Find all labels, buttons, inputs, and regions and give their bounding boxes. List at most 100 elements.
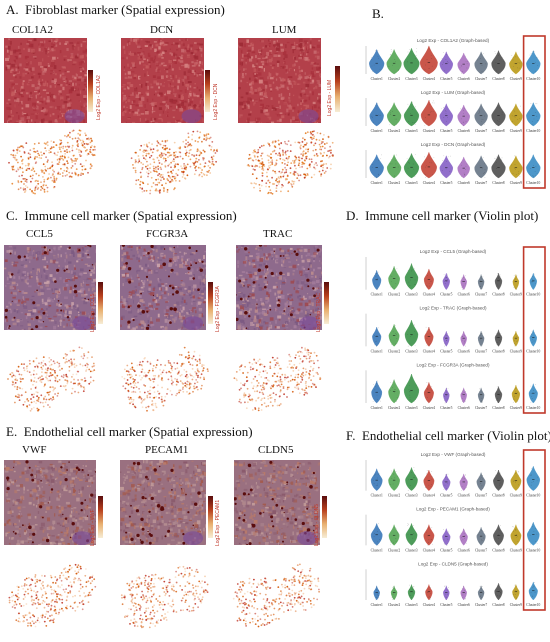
cluster-label: Cluster8 bbox=[492, 603, 504, 607]
violin-shape bbox=[474, 51, 488, 75]
violin-shape bbox=[491, 49, 506, 75]
cluster-label: Cluster5 bbox=[440, 494, 452, 498]
color-legend-bar bbox=[324, 282, 329, 324]
spatial-tissue-image bbox=[121, 38, 204, 123]
spatial-spot-map bbox=[232, 563, 320, 628]
violin-shape bbox=[442, 473, 451, 491]
violin-shape bbox=[512, 274, 520, 291]
violin-shape bbox=[369, 153, 384, 179]
marker-label: COL1A2 bbox=[12, 24, 53, 36]
cluster-label: Cluster2 bbox=[388, 129, 400, 133]
violin-shape bbox=[509, 51, 523, 75]
panel-c-letter: C. bbox=[6, 208, 18, 223]
cluster-label: Cluster9 bbox=[510, 603, 522, 607]
cluster-label: Cluster7 bbox=[475, 349, 487, 353]
cluster-label: Cluster5 bbox=[440, 77, 452, 81]
cluster-label: Cluster2 bbox=[388, 603, 400, 607]
cluster-label: Cluster1 bbox=[371, 181, 383, 185]
violin-shape bbox=[407, 584, 416, 601]
cluster-label: Cluster4 bbox=[423, 181, 435, 185]
violin-shape bbox=[403, 100, 420, 127]
cluster-label: Cluster3 bbox=[405, 548, 417, 552]
color-legend-bar bbox=[88, 70, 93, 112]
panel-b-letter: B. bbox=[372, 6, 384, 21]
violin-shape bbox=[403, 373, 420, 404]
spatial-spot-map bbox=[8, 563, 97, 628]
cluster-label: Cluster1 bbox=[371, 129, 383, 133]
legend-label: Log2 Exp - CCL5 bbox=[90, 293, 96, 332]
panel-e-title: E. Endothelial cell marker (Spatial expr… bbox=[6, 424, 253, 440]
legend-label: Log2 Exp - PECAM1 bbox=[215, 499, 221, 546]
violin-shape bbox=[443, 585, 450, 601]
cluster-label: Cluster4 bbox=[423, 603, 435, 607]
spatial-tissue-image bbox=[120, 245, 206, 330]
violin-title: Log2 Exp - FCGR3A (Graph-based) bbox=[416, 362, 489, 367]
cluster-label: Cluster8 bbox=[492, 349, 504, 353]
violin-title: Log2 Exp - VWF (Graph-based) bbox=[421, 452, 486, 457]
cluster-label: Cluster8 bbox=[492, 129, 504, 133]
panel-d-letter: D. bbox=[346, 208, 359, 223]
violin-shape bbox=[512, 584, 520, 601]
violin-shape bbox=[443, 387, 450, 404]
violin-shape bbox=[509, 155, 523, 179]
spatial-spot-map bbox=[8, 129, 96, 195]
panel-a-letter: A. bbox=[6, 2, 19, 17]
cluster-label: Cluster9 bbox=[510, 181, 522, 185]
marker-label: CLDN5 bbox=[258, 444, 294, 456]
cluster-label: Cluster1 bbox=[371, 494, 383, 498]
cluster-label: Cluster6 bbox=[458, 349, 470, 353]
cluster-label: Cluster9 bbox=[510, 548, 522, 552]
color-legend-bar bbox=[98, 282, 103, 324]
violin-shape bbox=[512, 331, 520, 347]
cluster-label: Cluster5 bbox=[440, 603, 452, 607]
violin-shape bbox=[477, 331, 485, 347]
cluster-label: Cluster10 bbox=[526, 603, 540, 607]
color-legend-bar bbox=[98, 496, 103, 538]
cluster-label: Cluster7 bbox=[475, 406, 487, 410]
cluster-label: Cluster1 bbox=[371, 293, 383, 297]
cluster-label: Cluster10 bbox=[526, 77, 540, 81]
color-legend-bar bbox=[208, 496, 213, 538]
violin-shape bbox=[388, 379, 400, 404]
cluster-label: Cluster5 bbox=[440, 349, 452, 353]
cluster-label: Cluster2 bbox=[388, 77, 400, 81]
violin-shape bbox=[386, 101, 402, 127]
violin-shape bbox=[457, 104, 470, 127]
legend-label: Log2 Exp - DCN bbox=[213, 83, 219, 120]
cluster-label: Cluster1 bbox=[371, 603, 383, 607]
spatial-spot-map bbox=[121, 346, 209, 412]
cluster-label: Cluster5 bbox=[440, 129, 452, 133]
cluster-label: Cluster1 bbox=[371, 349, 383, 353]
violin-shape bbox=[494, 386, 503, 404]
violin-shape bbox=[420, 99, 437, 127]
spatial-spot-map bbox=[7, 346, 96, 412]
violin-title: Log2 Exp - LUM (Graph-based) bbox=[421, 90, 486, 95]
cluster-label: Cluster3 bbox=[405, 406, 417, 410]
violin-shape bbox=[459, 473, 468, 491]
spatial-spot-map bbox=[233, 346, 322, 412]
violin-title: Log2 Exp - PECAM1 (Graph-based) bbox=[416, 507, 490, 512]
violin-shape bbox=[526, 101, 541, 127]
violin-shape bbox=[460, 585, 467, 601]
cluster-label: Cluster7 bbox=[475, 129, 487, 133]
cluster-label: Cluster2 bbox=[388, 548, 400, 552]
violin-shape bbox=[529, 329, 537, 347]
violin-shape bbox=[388, 468, 400, 491]
violin-shape bbox=[474, 103, 488, 127]
marker-label: LUM bbox=[272, 24, 297, 36]
violin-shape bbox=[491, 153, 506, 179]
violin-shape bbox=[457, 52, 470, 75]
violin-shape bbox=[370, 468, 383, 491]
panel-f-heading: Endothelial cell marker (Violin plot) bbox=[361, 428, 550, 443]
violin-title: Log2 Exp - CCL5 (Graph-based) bbox=[420, 249, 487, 254]
legend-label: Log2 Exp - FCGR3A bbox=[215, 286, 221, 332]
cluster10-highlight-box bbox=[522, 35, 546, 189]
cluster-label: Cluster2 bbox=[388, 181, 400, 185]
cluster10-highlight-box bbox=[522, 449, 546, 611]
violin-shape bbox=[526, 49, 541, 75]
cluster10-highlight-box bbox=[522, 246, 546, 414]
violin-shape bbox=[373, 585, 380, 601]
violin-shape bbox=[404, 263, 419, 290]
cluster-label: Cluster9 bbox=[510, 77, 522, 81]
cluster-label: Cluster1 bbox=[371, 548, 383, 552]
